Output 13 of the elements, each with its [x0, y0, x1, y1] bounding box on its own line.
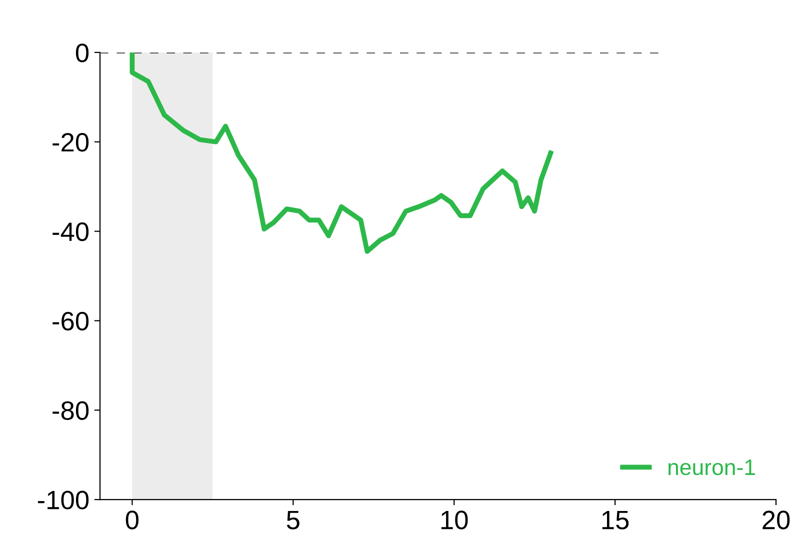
y-tick-label: -80: [52, 401, 89, 420]
y-tick-label: -40: [52, 222, 89, 242]
legend-label: neuron-1: [668, 460, 755, 476]
y-tick-label: -100: [38, 490, 89, 510]
y-tick-label: -60: [52, 312, 89, 331]
x-tick-label: 5: [286, 510, 300, 530]
x-tick-label: 20: [762, 510, 790, 530]
x-tick-label: 0: [126, 510, 138, 530]
y-tick-label: -20: [52, 133, 89, 152]
line-series: [130, 52, 554, 254]
x-tick-label: 15: [602, 510, 629, 530]
x-tick-label: 10: [441, 510, 468, 530]
y-tick-label: 0: [76, 44, 89, 62]
